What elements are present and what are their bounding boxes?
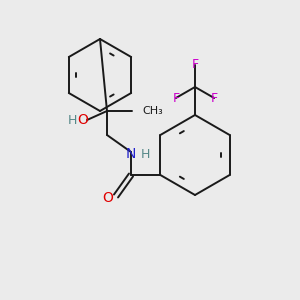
Text: O: O [103,191,113,205]
Text: H: H [67,113,77,127]
Text: O: O [78,113,88,127]
Text: H: H [140,148,150,160]
Text: N: N [126,147,136,161]
Text: CH₃: CH₃ [142,106,163,116]
Text: F: F [191,58,199,71]
Text: F: F [172,92,179,104]
Text: F: F [211,92,218,104]
